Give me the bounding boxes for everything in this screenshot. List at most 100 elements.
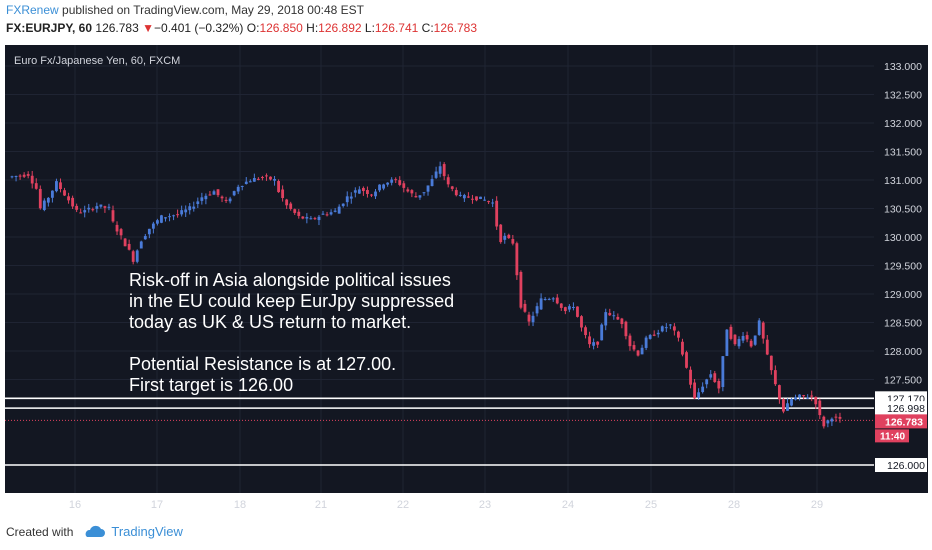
candle-body <box>543 299 547 301</box>
candle-body <box>600 324 604 341</box>
high-value: 126.892 <box>318 21 362 35</box>
x-axis-labels: 16 17 18 21 22 23 24 25 28 29 <box>69 499 823 511</box>
candle-body <box>273 178 276 181</box>
candle-body <box>341 203 345 207</box>
candle-body <box>664 327 668 329</box>
last-price-tag <box>875 414 927 429</box>
y-tick-label: 129.000 <box>884 289 922 301</box>
candle-body <box>168 216 171 218</box>
candle-body <box>588 336 591 345</box>
hline-price-tag <box>875 401 927 416</box>
candle-body <box>794 397 797 400</box>
candle-body <box>256 178 260 180</box>
x-tick-label: 28 <box>728 499 740 511</box>
candle-body <box>10 176 14 178</box>
candle-body <box>592 342 596 346</box>
candle-body <box>309 218 313 220</box>
annotation-line: today as UK & US return to market. <box>129 312 411 332</box>
grid <box>5 45 874 493</box>
candle-body <box>761 322 765 339</box>
candle-body <box>551 298 555 300</box>
candle-body <box>135 250 139 262</box>
author-link[interactable]: FXRenew <box>6 3 59 17</box>
candle-body <box>248 181 252 183</box>
candle-body <box>75 205 79 210</box>
candle-body <box>200 197 204 201</box>
x-tick-label: 21 <box>315 499 327 511</box>
candle-body <box>430 179 434 187</box>
candle-body <box>790 399 793 406</box>
annotation-text: Risk-off in Asia alongside political iss… <box>129 270 454 395</box>
candle-body <box>604 312 608 326</box>
y-tick-label: 127.500 <box>884 375 922 387</box>
candle-body <box>681 341 684 355</box>
candle-body <box>212 191 216 195</box>
candle-body <box>713 373 717 383</box>
candle-body <box>18 175 22 177</box>
candle-body <box>410 190 414 194</box>
candle-body <box>580 316 583 328</box>
chart-title: Euro Fx/Japanese Yen, 60, FXCM <box>14 55 180 67</box>
candle-body <box>616 316 620 320</box>
candle-body <box>523 303 527 312</box>
candle-body <box>370 194 373 196</box>
annotation-line: Potential Resistance is at 127.00. <box>129 354 396 374</box>
candle-body <box>466 196 470 198</box>
candle-body <box>30 175 34 184</box>
candle-body <box>46 197 50 203</box>
candle-body <box>321 213 325 215</box>
candle-body <box>507 234 511 239</box>
low-label: L: <box>364 21 375 35</box>
candle-body <box>741 335 745 341</box>
candle-body <box>22 174 26 177</box>
candle-body <box>42 200 46 211</box>
countdown-label: 11:40 <box>880 431 905 442</box>
y-tick-label: 132.500 <box>884 90 922 102</box>
candle-body <box>434 171 438 178</box>
candle-body <box>394 179 398 181</box>
candle-body <box>737 339 741 347</box>
candle-body <box>798 394 802 398</box>
plot-area[interactable] <box>5 45 874 493</box>
publish-info: FXRenew published on TradingView.com, Ma… <box>6 3 364 17</box>
x-tick-label: 18 <box>234 499 246 511</box>
symbol-name: FX:EURJPY, 60 <box>6 21 93 35</box>
candle-body <box>749 340 753 347</box>
candle-body <box>192 206 196 209</box>
annotation-line: in the EU could keep EurJpy suppressed <box>129 291 454 311</box>
hline-price-label: 126.000 <box>887 460 925 472</box>
candle-body <box>487 201 491 203</box>
candle-body <box>769 355 773 371</box>
x-tick-label: 25 <box>645 499 657 511</box>
candle-body <box>269 176 272 180</box>
candle-body <box>147 228 151 235</box>
tradingview-link[interactable]: TradingView <box>111 524 183 539</box>
candle-body <box>495 200 499 227</box>
candle-body <box>547 298 551 300</box>
candle-body <box>818 400 822 416</box>
candle-body <box>814 396 818 405</box>
candle-body <box>483 199 486 201</box>
candle-body <box>596 341 600 345</box>
candle-body <box>471 198 474 200</box>
candle-body <box>164 217 167 219</box>
candle-body <box>361 187 365 192</box>
candle-body <box>236 186 240 192</box>
candle-body <box>172 215 175 217</box>
candle-body <box>95 206 99 209</box>
candle-body <box>265 175 268 177</box>
candle-body <box>822 416 826 427</box>
candle-body <box>277 181 280 193</box>
candle-body <box>59 182 62 189</box>
candle-body <box>357 189 361 194</box>
candle-body <box>454 190 458 196</box>
y-tick-label: 131.000 <box>884 175 922 187</box>
x-tick-label: 29 <box>811 499 823 511</box>
candle-body <box>656 332 660 335</box>
candle-body <box>628 335 632 347</box>
candle-body <box>208 194 212 196</box>
candle-body <box>127 243 131 250</box>
candle-body <box>786 403 789 411</box>
candle-body <box>834 416 838 418</box>
